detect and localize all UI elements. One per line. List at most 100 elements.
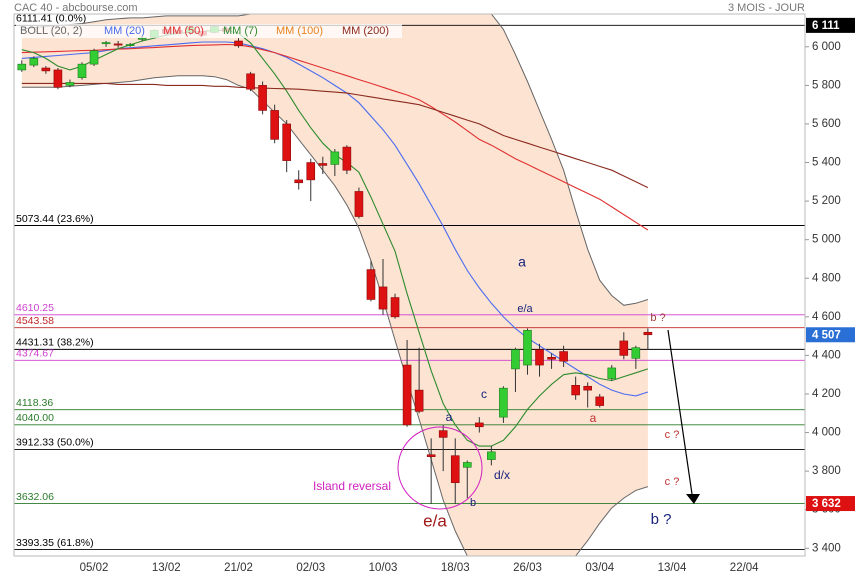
candle-body (246, 73, 255, 90)
level-label: 3632.06 (16, 491, 54, 503)
y-tick-label: 5 200 (812, 195, 841, 207)
level-label: 4118.36 (16, 397, 53, 409)
forecast-arrow (667, 329, 693, 495)
candle-body (294, 179, 304, 184)
legend-label: MM (200) (342, 25, 389, 37)
wave-label: a (446, 410, 453, 424)
candle-body (378, 286, 388, 310)
candle-body (438, 430, 448, 438)
wave-label: e/a (517, 303, 533, 315)
candle-body (499, 387, 508, 418)
y-tick-label: 5 600 (812, 118, 841, 130)
level-label: 4610.25 (16, 302, 54, 314)
candle-body (426, 454, 436, 457)
candle-body (631, 347, 641, 359)
candle-body (77, 63, 87, 78)
wave-label: e/a (423, 511, 447, 530)
price-tag-label: 6 111 (812, 20, 840, 32)
x-tick-label: 13/04 (658, 562, 687, 574)
candle-body (65, 82, 75, 86)
level-label: 4374.67 (16, 348, 54, 360)
annotation-layer: a e/a b ? a c d/x b e/a Island reversal a c ? c ? b … (313, 254, 700, 530)
candle-body (342, 146, 352, 171)
moving-average (21, 82, 649, 189)
candle-body (41, 67, 51, 72)
candle-body (462, 462, 472, 468)
wave-label: Island reversal (313, 479, 391, 493)
candle-body (619, 340, 629, 356)
legend-label: MM (20) (104, 25, 145, 37)
candle-body (607, 367, 617, 379)
candle-body (234, 40, 243, 47)
x-tick-label: 18/03 (441, 562, 470, 574)
candle-body (270, 110, 279, 140)
wave-label: a (590, 411, 597, 425)
period-label: 3 MOIS - JOUR (728, 2, 805, 14)
legend-label: MM (7) (223, 25, 258, 37)
candle-layer (17, 25, 653, 504)
level-label: 4543.58 (16, 315, 54, 327)
line-layer (21, 14, 649, 556)
wave-label: a (518, 254, 526, 270)
y-tick-label: 5 000 (812, 234, 841, 246)
price-tag (806, 496, 855, 512)
legend-box (16, 24, 402, 38)
x-tick-label: 22/04 (730, 562, 759, 574)
level-label: 3912.33 (50.0%) (16, 437, 94, 449)
candle-body (643, 331, 653, 336)
legend: BOLL (20, 2) MM (20) MM (50) MM (7) MM (100)… (20, 25, 389, 37)
y-tick-label: 6 000 (812, 41, 841, 53)
y-tick-label: 4 600 (812, 311, 841, 323)
arrow-head (686, 494, 700, 504)
candle-body (571, 384, 580, 396)
wave-label: c ? (665, 429, 680, 441)
y-tick-label: 4 400 (812, 349, 841, 361)
x-tick-label: 13/02 (152, 562, 181, 574)
level-label: 4431.31 (38.2%) (16, 337, 94, 349)
price-tag (806, 327, 855, 343)
candle-body (523, 330, 532, 366)
wave-label: c (481, 387, 487, 401)
candle-body (258, 85, 267, 111)
y-tick-label: 5 400 (812, 157, 841, 169)
x-tick-label: 03/04 (585, 562, 614, 574)
band-layer (21, 14, 648, 556)
x-tick-label: 26/03 (513, 562, 542, 574)
y-tick-label: 4 000 (812, 427, 841, 439)
candle-body (354, 191, 364, 217)
candle-body (390, 297, 400, 318)
candle-body (535, 349, 544, 366)
level-label: 4040.00 (16, 412, 54, 424)
bollinger-band (21, 14, 648, 556)
candle-body (475, 422, 484, 428)
candle-body (487, 451, 496, 460)
bollinger-lower (21, 75, 649, 556)
wave-label: d/x (494, 468, 510, 482)
candle-body (306, 162, 316, 181)
candle-body (101, 42, 111, 45)
candle-body (17, 63, 27, 71)
bollinger-upper (21, 14, 649, 306)
candle-body (595, 396, 605, 406)
plot-frame (13, 13, 806, 557)
x-tick-label: 21/02 (224, 562, 253, 574)
y-tick-label: 3 800 (812, 465, 841, 477)
island-circle (397, 426, 483, 510)
candle-body (53, 69, 63, 88)
price-tag (806, 17, 855, 33)
y-tick-label: 4 200 (812, 388, 841, 400)
level-label: 5073.44 (23.6%) (16, 213, 94, 225)
y-tick-label: 4 800 (812, 272, 841, 284)
price-tag-label: 4 507 (812, 329, 841, 341)
wave-label: b ? (651, 511, 672, 528)
level-label: 6111.41 (0.0%) (16, 13, 86, 25)
x-tick-label: 10/03 (369, 562, 398, 574)
moving-average (21, 41, 649, 397)
candle-body (559, 351, 568, 362)
candle-body (414, 389, 424, 412)
candle-body (282, 123, 291, 161)
candle-body (450, 455, 460, 484)
candle-body (366, 269, 376, 300)
level-label: 3393.35 (61.8%) (16, 537, 94, 549)
